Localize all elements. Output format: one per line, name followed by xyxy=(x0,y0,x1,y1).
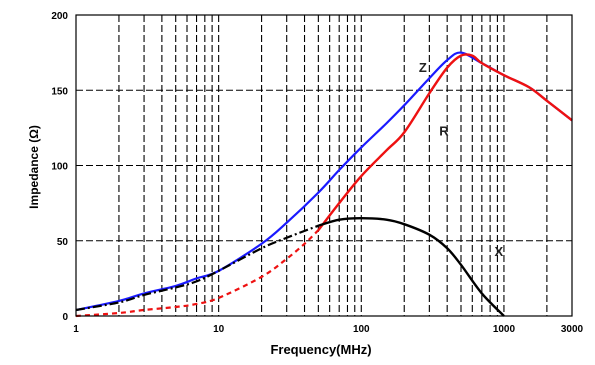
y-axis-label: Impedance (Ω) xyxy=(27,125,41,209)
x-tick-label: 1 xyxy=(73,324,79,335)
x-tick-label: 100 xyxy=(353,324,370,335)
series-x-line-dashed xyxy=(75,224,319,312)
series-r-line-dashed xyxy=(75,229,320,318)
annotation-layer: Z R X xyxy=(419,60,504,259)
series-x-line xyxy=(318,216,505,317)
tick-layer: 1 10 100 1000 3000 0 50 100 150 200 xyxy=(51,11,583,335)
x-axis-label: Frequency(MHz) xyxy=(270,342,371,357)
y-tick-label: 150 xyxy=(51,86,68,97)
series-r-line xyxy=(317,53,573,231)
plot-frame xyxy=(75,14,573,317)
y-tick-label: 200 xyxy=(51,11,68,22)
annotation-r: R xyxy=(439,123,449,138)
annotation-x: X xyxy=(494,244,503,259)
x-tick-label: 1000 xyxy=(493,324,516,335)
y-tick-label: 100 xyxy=(51,162,68,173)
annotation-z: Z xyxy=(419,60,427,75)
y-tick-label: 50 xyxy=(57,237,69,248)
grid-layer xyxy=(76,15,572,316)
x-tick-label: 10 xyxy=(213,324,225,335)
x-tick-label: 3000 xyxy=(561,324,584,335)
y-tick-label: 0 xyxy=(62,312,68,323)
series-layer xyxy=(75,51,573,318)
